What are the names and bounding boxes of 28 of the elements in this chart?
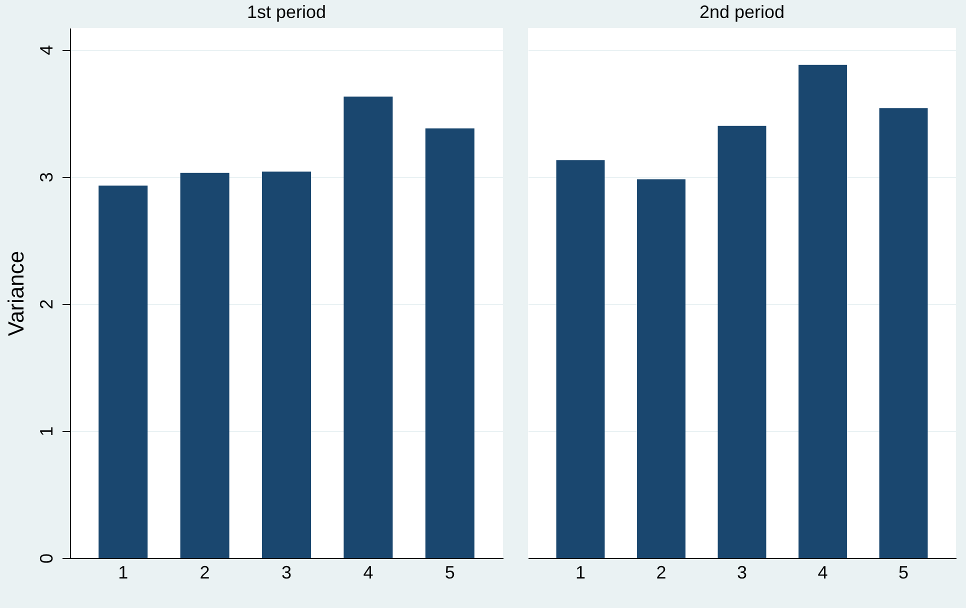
y-axis-title: Variance <box>4 250 28 336</box>
x-tick-label: 4 <box>818 562 828 582</box>
bar <box>98 186 148 558</box>
bar <box>879 108 928 558</box>
x-tick-label: 1 <box>575 562 586 582</box>
bar <box>637 179 686 558</box>
x-tick-label: 5 <box>444 562 455 582</box>
bar <box>718 126 766 558</box>
y-tick-label: 0 <box>36 553 56 564</box>
x-tick-label: 3 <box>281 562 292 582</box>
bar <box>425 128 474 558</box>
chart-title: 1st period <box>246 2 326 22</box>
x-tick-label: 5 <box>898 562 909 582</box>
y-tick-label: 3 <box>36 172 56 182</box>
y-tick-label: 2 <box>36 299 56 310</box>
bar <box>798 64 847 558</box>
x-tick-label: 4 <box>363 562 374 582</box>
bar <box>180 172 230 558</box>
chart-title: 2nd period <box>699 2 785 22</box>
y-tick-label: 1 <box>36 426 56 436</box>
y-tick-label: 4 <box>36 45 56 56</box>
bar <box>344 96 393 558</box>
x-tick-label: 2 <box>656 562 666 582</box>
x-tick-label: 3 <box>736 562 748 582</box>
bar <box>556 160 605 558</box>
x-tick-label: 1 <box>118 562 128 582</box>
bar <box>262 172 312 558</box>
x-tick-label: 2 <box>200 562 210 582</box>
